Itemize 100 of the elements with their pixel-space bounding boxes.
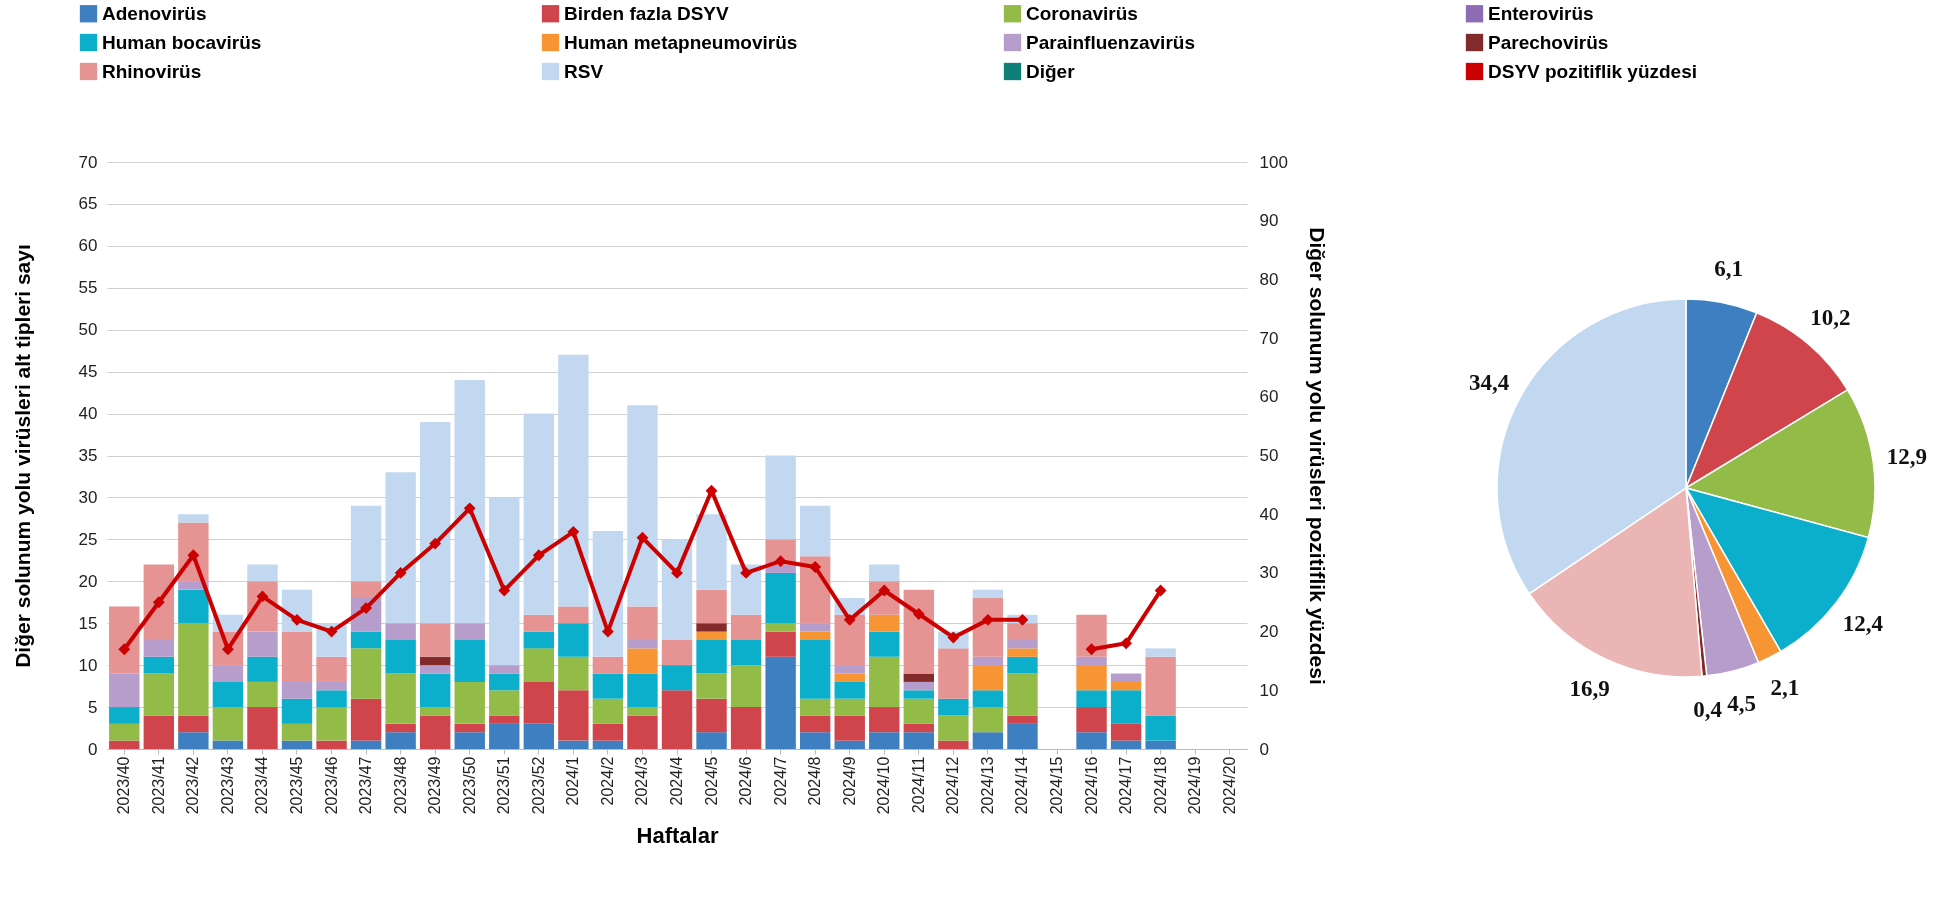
- bar: [454, 723, 485, 733]
- x-tick-label: 2024/6: [737, 756, 755, 806]
- data-label: 2,1: [1770, 674, 1800, 700]
- bar: [799, 631, 831, 640]
- bar: [1007, 715, 1038, 724]
- bar: [903, 690, 935, 699]
- y-tick-label: 65: [78, 194, 98, 214]
- y-tick-label: 30: [78, 487, 98, 507]
- bar: [143, 673, 175, 716]
- bar: [869, 732, 900, 749]
- bar: [247, 656, 278, 682]
- bar: [143, 656, 175, 674]
- bar: [350, 581, 382, 599]
- bar: [730, 707, 762, 749]
- data-label: 12,4: [1842, 610, 1884, 636]
- bar: [869, 707, 900, 733]
- bar: [454, 639, 485, 682]
- bar: [247, 681, 278, 708]
- point: [532, 549, 545, 562]
- x-tick-label: 2024/19: [1186, 756, 1204, 815]
- point: [463, 502, 476, 515]
- bar: [350, 505, 382, 582]
- bar: [281, 681, 313, 699]
- bar: [869, 564, 900, 582]
- bar: [316, 690, 347, 708]
- bar: [592, 673, 624, 699]
- y2-tick-label: 60: [1259, 387, 1279, 407]
- bar: [938, 740, 969, 749]
- bar: [869, 656, 900, 708]
- bar: [489, 497, 520, 666]
- y2-tick-label: 90: [1259, 211, 1279, 231]
- point: [809, 561, 822, 573]
- point: [774, 555, 787, 568]
- legend-label: Rhinovirüs: [102, 60, 202, 82]
- bar: [489, 673, 520, 691]
- bar: [938, 648, 969, 699]
- bar: [109, 740, 140, 749]
- bar: [799, 556, 831, 624]
- x-tick-label: 2023/46: [322, 756, 340, 815]
- bar: [178, 514, 209, 523]
- bar: [212, 681, 244, 708]
- bar: [765, 572, 796, 624]
- bar: [385, 472, 416, 624]
- x-tick-label: 2023/44: [253, 756, 271, 815]
- bar: [730, 665, 762, 708]
- x-tick-label: 2024/11: [909, 756, 927, 814]
- legend-label: Coronavirüs: [1026, 2, 1138, 24]
- data-label: 12,9: [1886, 443, 1927, 469]
- bar: [212, 740, 244, 749]
- bar: [109, 723, 140, 741]
- bar: [143, 715, 175, 749]
- point: [256, 590, 269, 603]
- bar: [765, 623, 796, 632]
- bar: [592, 723, 624, 741]
- point: [152, 596, 165, 609]
- x-tick-label: 2024/5: [702, 756, 720, 806]
- y-tick-label: 10: [78, 655, 98, 675]
- bar: [419, 673, 451, 708]
- x-tick-label: 2023/48: [391, 756, 409, 815]
- y2-tick-label: 50: [1259, 446, 1279, 465]
- legend-label: Human bocavirüs: [102, 31, 262, 53]
- y-axis-title: Diğer solunum yolu virüsleri alt tipleri sayı: [10, 244, 34, 668]
- bar: [627, 405, 658, 607]
- x-tick-label: 2023/41: [149, 756, 167, 815]
- point: [498, 584, 511, 597]
- bar: [592, 740, 624, 749]
- y-tick-label: 45: [78, 362, 98, 382]
- legend-label: Adenovirüs: [102, 2, 207, 24]
- x-axis-title: Haftalar: [636, 823, 719, 849]
- legend-label: Parainfluenzavirüs: [1026, 31, 1195, 53]
- bar: [799, 732, 831, 749]
- bar: [972, 665, 1004, 691]
- y-tick-label: 20: [78, 571, 98, 591]
- bar: [523, 681, 555, 724]
- bar: [454, 623, 485, 640]
- bar: [938, 715, 969, 741]
- bar: [558, 354, 589, 607]
- point: [981, 613, 994, 626]
- x-tick-label: 2024/10: [875, 756, 893, 815]
- bar: [558, 606, 589, 624]
- bar: [592, 656, 624, 674]
- bar: [558, 656, 589, 691]
- point: [705, 484, 718, 497]
- bar: [696, 623, 727, 632]
- bar: [972, 598, 1004, 657]
- x-tick-label: 2024/2: [598, 756, 616, 806]
- bar: [972, 656, 1004, 666]
- bar: [385, 673, 416, 724]
- x-tick-label: 2023/50: [460, 756, 478, 815]
- bar: [730, 564, 762, 615]
- x-tick-label: 2024/18: [1151, 756, 1169, 815]
- y2-axis-title: Diğer solunum yolu virüsleri pozitiflik yüzdesi: [1305, 227, 1329, 685]
- bar: [212, 707, 244, 741]
- bar: [385, 732, 416, 749]
- bar: [1110, 681, 1142, 691]
- bar: [696, 698, 727, 733]
- bar: [316, 740, 347, 749]
- bar: [627, 639, 658, 649]
- bar: [696, 673, 727, 699]
- x-tick-label: 2024/15: [1048, 756, 1065, 815]
